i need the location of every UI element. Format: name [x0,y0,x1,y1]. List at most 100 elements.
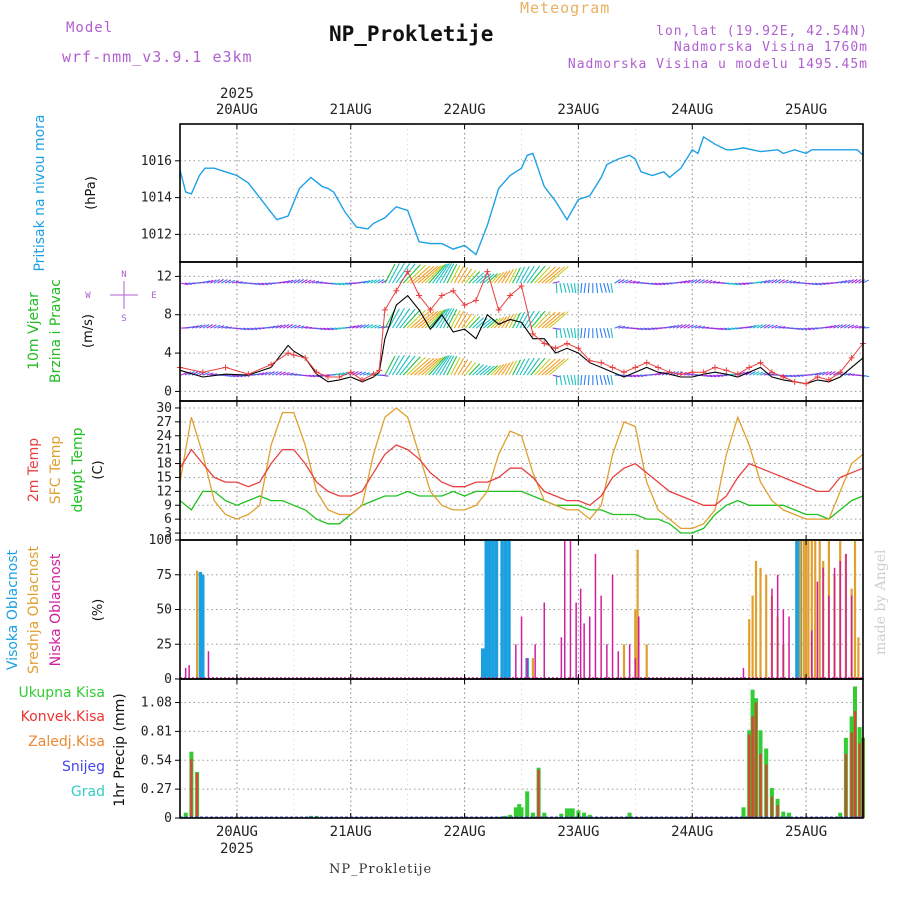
wind-arrow [606,327,611,339]
wind-arrow [851,278,858,284]
wind-arrow [767,324,775,329]
wind-arrow [690,279,698,284]
wind-arrow [341,282,349,286]
wind-arrow [530,357,546,376]
wind-arrow [250,282,258,286]
wind-arrow [573,375,577,386]
high-cloud-bar [481,648,485,679]
wind-arrow [395,355,411,376]
wind-arrow [595,328,599,339]
wind-arrow [202,371,210,376]
wind-arrow [526,357,541,376]
wind-gust-marker [677,371,684,378]
wind-arrow [665,282,673,285]
y-tick-label: 1012 [141,227,172,242]
wind-arrow [475,364,488,376]
wind-arrow [355,324,363,329]
wind-gust-marker [495,306,502,313]
y-title-high-cloud: Visoka Oblacnost [5,549,21,670]
wind-arrow [180,371,188,376]
conv-precip-bar [776,805,779,818]
total-precip-bar [542,812,547,818]
y-title-wind-1: 10m Vjetar [26,292,42,370]
temp-2m-line [179,444,864,507]
wind-arrow [731,282,739,286]
wind-arrow [428,356,446,376]
wind-arrow [486,318,498,329]
wind-arrow [319,327,327,331]
wind-arrow [807,282,815,286]
wind-arrow [559,375,563,386]
wind-arrow [698,325,706,329]
wind-arrow [432,355,448,376]
wind-arrow [683,279,691,284]
wind-gust-marker [666,369,673,376]
wind-arrow [843,279,851,284]
wind-arrow [694,278,701,284]
wind-arrow [286,372,294,376]
wind-gust-marker [222,364,229,371]
wind-arrow [537,266,556,284]
wind-gust-marker [746,364,753,371]
wind-gust-marker [359,376,366,383]
wind-arrow [421,265,442,284]
wind-arrow [661,282,669,285]
wind-arrow [767,279,774,284]
model-altitude: Nadmorska Visina u modelu 1495.45m [567,57,868,72]
wind-arrow [523,265,535,284]
wind-gust-marker [285,350,292,357]
wind-arrow [490,364,502,376]
wind-arrow [534,266,551,284]
wind-arrow [566,282,571,293]
wind-arrow [534,311,551,329]
y-tick-label: 0 [164,811,172,826]
wind-arrow [497,363,508,376]
wind-arrow [264,282,272,285]
wind-arrow [822,282,830,285]
wind-arrow [727,282,735,286]
page-title: NP_Prokletije [329,22,494,46]
wind-arrow [621,279,629,284]
wind-arrow [231,280,239,284]
low-cloud-bar [788,616,790,679]
y-title-dewpoint: dewpt Temp [70,427,86,512]
y-tick-label: 1016 [141,154,172,169]
wind-arrow [840,279,848,284]
wind-arrow [680,280,687,284]
high-cloud-bar [491,540,495,679]
low-cloud-bar [515,644,517,680]
wind-arrow [665,325,673,329]
wind-arrow [720,327,728,331]
wind-arrow [457,312,469,329]
wind-arrow [486,365,498,376]
y-tick-label: 3 [164,526,172,541]
wind-arrow [271,371,279,376]
wind-arrow [825,325,833,329]
wind-gust-marker [347,369,354,376]
wind-arrow [639,327,648,331]
wind-arrow [304,374,312,378]
wind-gust-marker [461,302,468,309]
wind-arrow [355,371,363,376]
wind-arrow [647,282,655,285]
x-top-tick-label: 23AUG [557,102,599,118]
wind-arrow [428,309,446,329]
wind-arrow [417,310,439,329]
x-bottom-tick-label: 22AUG [444,824,486,840]
y-tick-label: 24 [156,429,172,444]
wind-arrow [537,311,556,329]
wind-arrow [366,324,374,329]
wind-arrow [672,324,680,329]
high-cloud-bar [198,572,203,679]
wind-arrow [580,328,583,339]
x-bottom-tick-label: 21AUG [330,824,372,840]
wind-arrow [282,280,290,284]
wind-arrow [742,282,750,285]
wind-arrow [756,324,763,329]
low-cloud-bar [811,630,813,679]
low-cloud-bar [628,644,631,680]
wind-arrow [453,311,465,329]
pressure-line [179,135,864,256]
low-cloud-bar [520,616,523,679]
